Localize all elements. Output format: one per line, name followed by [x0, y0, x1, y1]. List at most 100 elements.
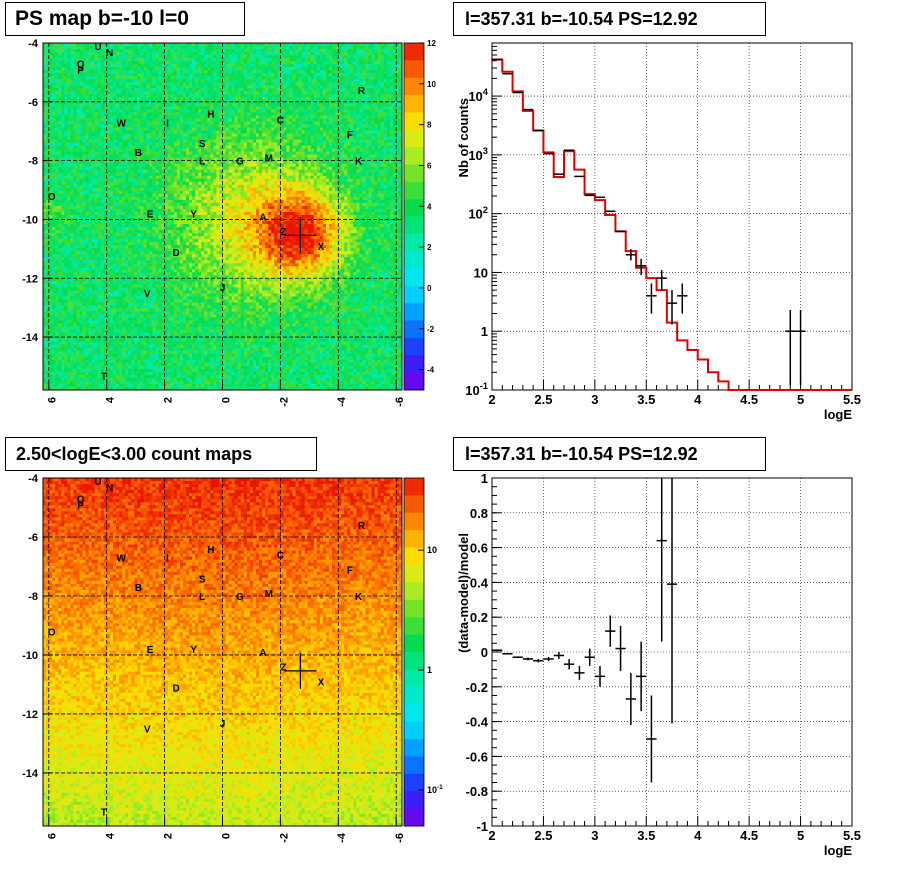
heatmap-cell — [164, 160, 169, 165]
heatmap-cell — [131, 163, 135, 168]
heatmap-cell — [274, 151, 278, 155]
heatmap-cell — [49, 91, 53, 95]
heatmap-cell — [398, 160, 403, 165]
heatmap-cell — [298, 157, 302, 162]
heatmap-cell — [277, 130, 281, 134]
heatmap-cell — [295, 130, 299, 134]
heatmap-cell — [255, 67, 260, 71]
heatmap-cell — [55, 46, 59, 50]
heatmap-cell — [359, 133, 363, 137]
heatmap-cell — [58, 112, 62, 116]
heatmap-cell — [298, 55, 302, 59]
heatmap-cell — [195, 142, 199, 146]
heatmap-cell — [176, 67, 181, 71]
heatmap-cell — [128, 103, 132, 107]
heatmap-cell — [259, 85, 263, 89]
heatmap-cell — [222, 124, 226, 128]
heatmap-cell — [170, 136, 175, 140]
heatmap-cell — [161, 154, 166, 159]
heatmap-cell — [106, 133, 111, 137]
heatmap-cell — [146, 145, 150, 149]
heatmap-cell — [97, 64, 102, 68]
heatmap-cell — [204, 124, 208, 128]
heatmap-cell — [225, 70, 229, 74]
heatmap-cell — [325, 61, 330, 65]
heatmap-cell — [271, 58, 275, 62]
heatmap-cell — [125, 94, 129, 98]
heatmap-cell — [64, 154, 68, 159]
heatmap-cell — [240, 148, 245, 152]
heatmap-cell — [204, 55, 208, 59]
heatmap-cell — [374, 97, 379, 101]
heatmap-cell — [265, 136, 269, 140]
heatmap-cell — [61, 61, 65, 65]
heatmap-cell — [85, 154, 89, 159]
heatmap-cell — [70, 127, 74, 131]
heatmap-cell — [395, 157, 400, 162]
heatmap-cell — [374, 103, 379, 107]
heatmap-cell — [210, 115, 214, 119]
heatmap-cell — [237, 127, 242, 131]
heatmap-cell — [301, 103, 305, 107]
heatmap-cell — [164, 46, 169, 50]
heatmap-cell — [73, 136, 77, 140]
heatmap-cell — [140, 76, 144, 80]
heatmap-cell — [292, 82, 296, 86]
heatmap-cell — [365, 76, 369, 80]
heatmap-cell — [243, 85, 248, 89]
heatmap-cell — [43, 82, 47, 86]
heatmap-cell — [298, 118, 302, 122]
heatmap-cell — [338, 52, 342, 56]
heatmap-cell — [119, 145, 123, 149]
heatmap-cell — [91, 115, 96, 119]
heatmap-cell — [265, 145, 269, 149]
heatmap-cell — [338, 103, 342, 107]
heatmap-cell — [368, 52, 372, 56]
heatmap-cell — [380, 130, 385, 134]
heatmap-cell — [58, 76, 62, 80]
heatmap-cell — [389, 94, 394, 98]
heatmap-cell — [277, 154, 281, 159]
heatmap-cell — [70, 133, 74, 137]
heatmap-cell — [362, 148, 366, 152]
heatmap-cell — [255, 145, 260, 149]
heatmap-cell — [289, 88, 293, 92]
heatmap-cell — [398, 55, 403, 59]
heatmap-cell — [152, 115, 156, 119]
heatmap-cell — [249, 88, 254, 92]
heatmap-cell — [325, 115, 330, 119]
heatmap-cell — [301, 76, 305, 80]
heatmap-cell — [228, 73, 232, 77]
heatmap-cell — [310, 64, 315, 68]
heatmap-cell — [377, 76, 382, 80]
heatmap-cell — [70, 70, 74, 74]
heatmap-cell — [289, 115, 293, 119]
heatmap-cell — [332, 70, 336, 74]
heatmap-cell — [252, 157, 257, 162]
heatmap-cell — [240, 142, 245, 146]
heatmap-cell — [100, 124, 105, 128]
heatmap-cell — [268, 151, 272, 155]
heatmap-cell — [298, 103, 302, 107]
heatmap-cell — [195, 154, 199, 159]
heatmap-cell — [392, 109, 397, 113]
heatmap-cell — [319, 82, 324, 86]
heatmap-cell — [325, 118, 330, 122]
heatmap-cell — [109, 61, 114, 65]
heatmap-cell — [219, 157, 223, 162]
heatmap-cell — [332, 112, 336, 116]
heatmap-cell — [262, 139, 266, 143]
heatmap-cell — [128, 61, 132, 65]
heatmap-cell — [268, 58, 272, 62]
heatmap-cell — [374, 58, 379, 62]
heatmap-cell — [97, 112, 102, 116]
heatmap-cell — [61, 121, 65, 125]
heatmap-cell — [109, 88, 114, 92]
heatmap-cell — [176, 121, 181, 125]
heatmap-cell — [52, 76, 56, 80]
heatmap-cell — [116, 88, 120, 92]
heatmap-cell — [207, 109, 211, 113]
heatmap-cell — [325, 76, 330, 80]
heatmap-cell — [210, 94, 214, 98]
heatmap-cell — [201, 85, 205, 89]
